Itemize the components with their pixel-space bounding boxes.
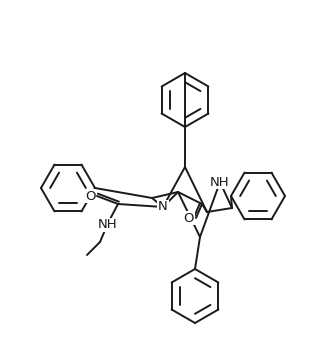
Text: NH: NH — [210, 175, 230, 189]
Text: NH: NH — [98, 219, 118, 231]
Text: O: O — [184, 211, 194, 225]
Text: N: N — [158, 200, 168, 213]
Text: O: O — [85, 190, 95, 202]
